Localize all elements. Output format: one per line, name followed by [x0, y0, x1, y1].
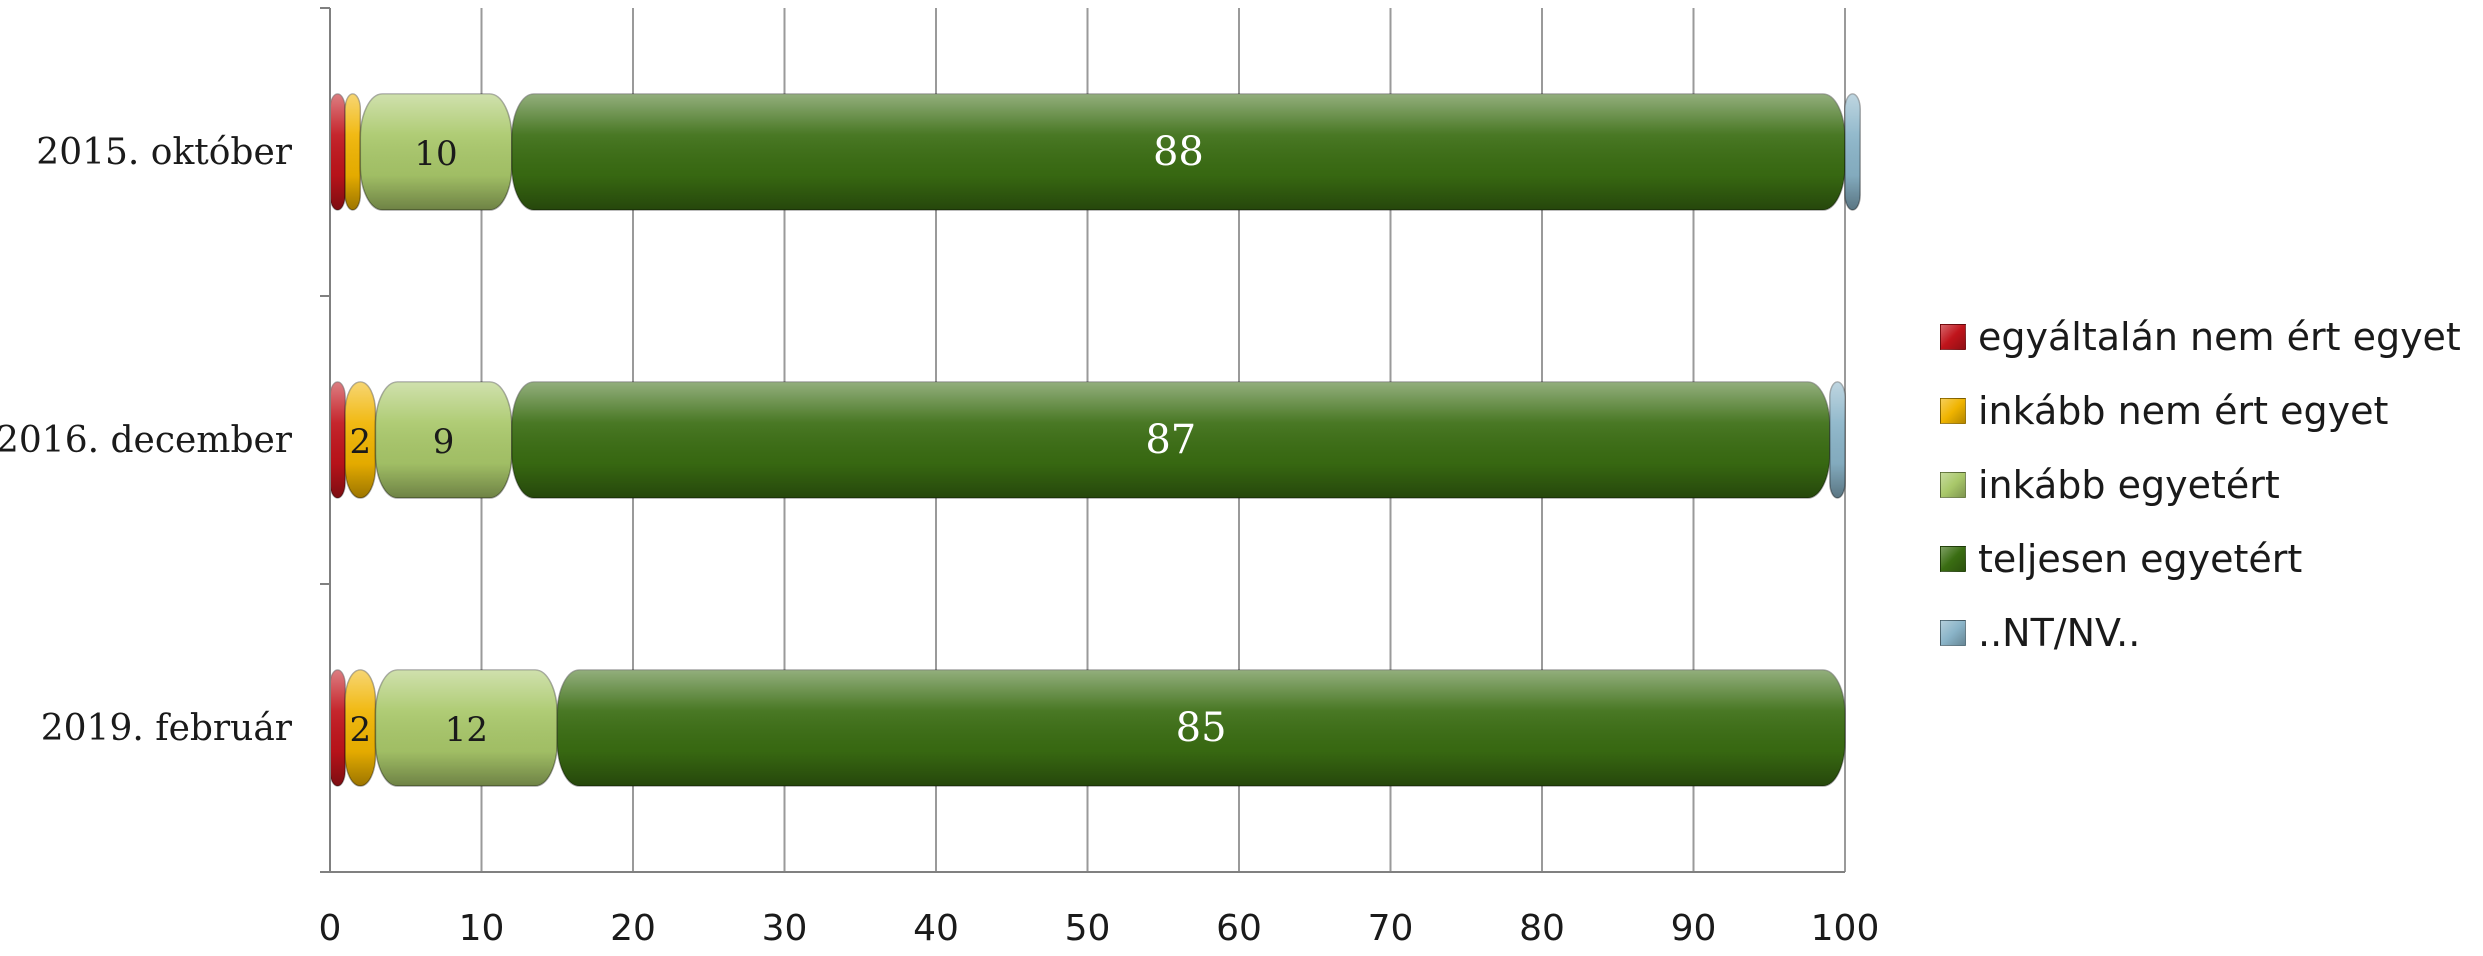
bar-shine [511, 94, 1845, 210]
data-label: 9 [433, 422, 455, 462]
legend-item: inkább nem ért egyet [1940, 374, 2461, 448]
x-tick-label: 50 [1065, 908, 1111, 949]
axes [320, 7, 1845, 873]
labels-layer: 0 10 20 30 40 50 60 70 80 90 100 2015. október 10 88 2… [0, 129, 1879, 949]
category-label: 2015. október [36, 132, 292, 173]
bar-shine [1829, 382, 1845, 498]
x-tick-label: 60 [1216, 908, 1262, 949]
bar-shine [345, 382, 376, 498]
data-label: 2 [349, 422, 371, 462]
bar-shine [345, 670, 376, 786]
legend-label: teljesen egyetért [1978, 537, 2303, 581]
legend-swatch [1940, 620, 1966, 646]
legend-item: teljesen egyetért [1940, 522, 2461, 596]
legend-label: ..NT/NV.. [1978, 611, 2141, 655]
x-tick-label: 40 [913, 908, 959, 949]
legend-item: inkább egyetért [1940, 448, 2461, 522]
category-label: 2019. február [41, 708, 293, 749]
bar-shine [375, 670, 558, 786]
x-tick-label: 30 [762, 908, 808, 949]
data-label: 87 [1145, 417, 1196, 463]
bar-shine [330, 670, 346, 786]
bar-shine [330, 94, 346, 210]
bar-shine [1845, 94, 1861, 210]
bars-layer [329, 93, 1861, 787]
x-tick-label: 100 [1811, 908, 1880, 949]
bar-shine [330, 382, 346, 498]
data-label: 85 [1176, 705, 1227, 751]
data-label: 2 [349, 710, 371, 750]
bar-shine [345, 94, 361, 210]
data-label: 10 [414, 134, 457, 174]
bar-shine [511, 382, 1830, 498]
legend-swatch [1940, 324, 1966, 350]
x-tick-label: 90 [1671, 908, 1717, 949]
x-tick-label: 20 [610, 908, 656, 949]
data-label: 12 [445, 710, 488, 750]
legend: egyáltalán nem ért egyet inkább nem ért e… [1940, 300, 2461, 670]
category-label: 2016. december [0, 420, 293, 461]
legend-label: egyáltalán nem ért egyet [1978, 315, 2461, 359]
bar-shine [375, 382, 512, 498]
bar-shine [557, 670, 1845, 786]
x-tick-label: 70 [1368, 908, 1414, 949]
x-tick-label: 0 [319, 908, 342, 949]
legend-label: inkább egyetért [1978, 463, 2280, 507]
data-label: 88 [1153, 129, 1204, 175]
legend-swatch [1940, 546, 1966, 572]
legend-swatch [1940, 398, 1966, 424]
legend-item: egyáltalán nem ért egyet [1940, 300, 2461, 374]
bar-shine [360, 94, 512, 210]
x-tick-label: 80 [1519, 908, 1565, 949]
legend-label: inkább nem ért egyet [1978, 389, 2389, 433]
x-tick-label: 10 [459, 908, 505, 949]
legend-swatch [1940, 472, 1966, 498]
legend-item: ..NT/NV.. [1940, 596, 2461, 670]
